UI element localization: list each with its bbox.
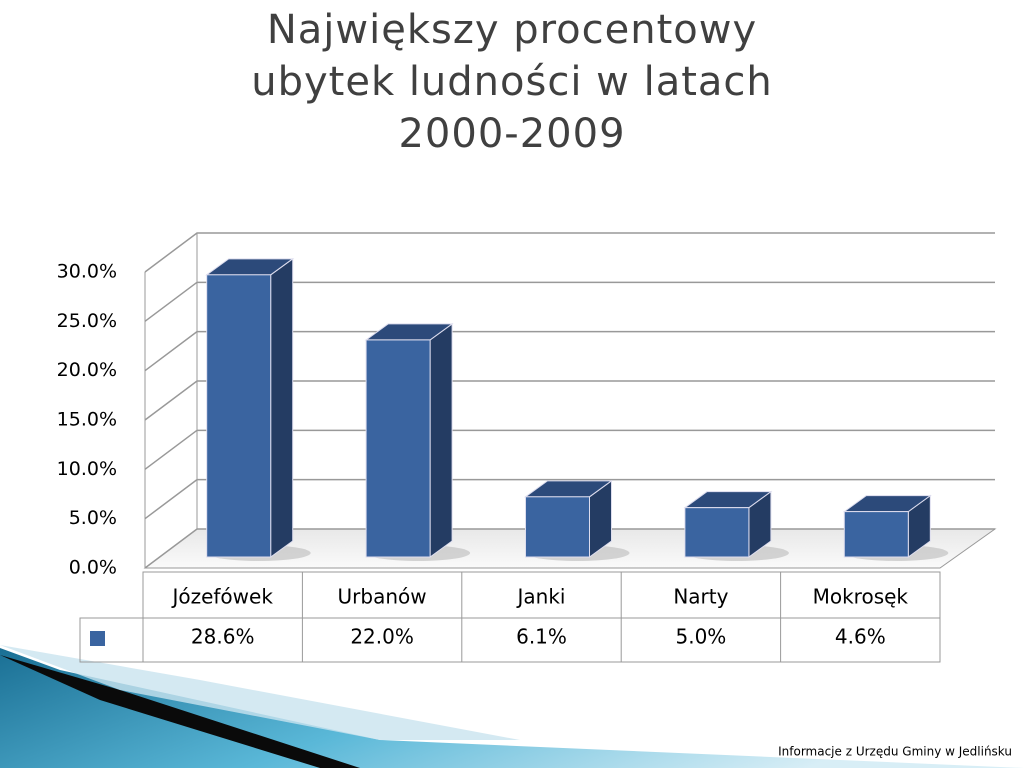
chart-title: Największy procentowy ubytek ludności w … (251, 7, 773, 157)
footer: Informacje z Urzędu Gminy w Jedlińsku (778, 745, 1012, 759)
value-label: 5.0% (675, 625, 726, 649)
y-tick-label: 20.0% (57, 359, 117, 381)
decoration (0, 655, 360, 768)
grid-line (144, 232, 995, 273)
y-tick-label: 15.0% (57, 409, 117, 431)
grid-line (144, 281, 995, 322)
table-border (79, 617, 941, 663)
value-label: 4.6% (835, 625, 886, 649)
x-tick-label: Urbanów (338, 585, 427, 609)
y-tick-label: 0.0% (69, 557, 117, 579)
bar (525, 496, 590, 558)
grid-line (144, 380, 995, 421)
value-label: 28.6% (191, 625, 255, 649)
y-tick-label: 5.0% (69, 507, 117, 529)
bar (365, 339, 431, 558)
value-label: 22.0% (350, 625, 414, 649)
bar-side (429, 322, 453, 558)
decoration (0, 645, 520, 740)
bar (843, 511, 909, 558)
bar (206, 274, 272, 558)
x-tick-label: Janki (516, 585, 566, 609)
x-tick-label: Narty (673, 585, 728, 609)
grid-line (144, 330, 995, 372)
y-tick-label: 10.0% (57, 458, 117, 480)
bar-side (270, 257, 294, 558)
bar (684, 507, 750, 558)
grid-line (144, 478, 995, 520)
grid-line (144, 429, 995, 470)
x-tick-label: Józefówek (170, 585, 273, 609)
y-tick-label: 30.0% (57, 261, 117, 283)
y-tick-label: 25.0% (57, 310, 117, 332)
legend-key (90, 631, 105, 646)
value-label: 6.1% (516, 625, 567, 649)
x-tick-label: Mokrosęk (813, 585, 909, 609)
